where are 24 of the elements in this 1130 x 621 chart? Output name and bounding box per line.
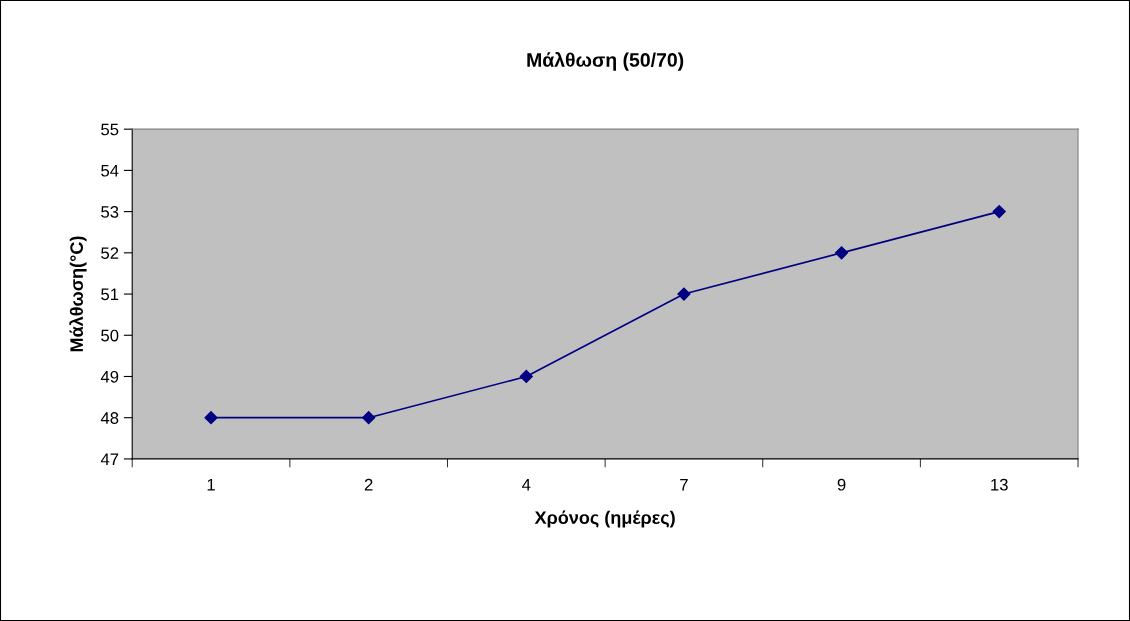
- y-tick-label: 53: [101, 206, 119, 218]
- point: [204, 411, 218, 425]
- y-tick-label: 48: [100, 412, 119, 424]
- point: [519, 369, 533, 384]
- y-tick-label: 52: [101, 247, 119, 260]
- y-tick-label: 50: [101, 329, 119, 342]
- point: [992, 205, 1006, 219]
- point: [362, 411, 376, 425]
- x-tick-label: 7: [680, 478, 688, 491]
- x-tick-label: 1: [207, 478, 215, 491]
- y-tick-label: 49: [100, 370, 119, 383]
- point: [677, 287, 691, 301]
- y-tick-label: 47: [100, 453, 119, 465]
- x-tick-label: 4: [522, 478, 531, 491]
- x-tick-label: 2: [364, 478, 373, 491]
- y-axis-title: Μάλθωση(°C): [69, 236, 87, 352]
- y-tick-label: 55: [101, 123, 119, 136]
- y-tick-label: 51: [101, 288, 119, 301]
- y-tick-label: 54: [101, 164, 119, 177]
- chart-title: Μάλθωση (50/70): [527, 52, 684, 71]
- point: [834, 246, 849, 260]
- x-tick-label: 13: [991, 478, 1008, 491]
- x-axis-title: Χρόνος (ημέρες): [534, 510, 675, 528]
- x-tick-label: 9: [837, 478, 846, 491]
